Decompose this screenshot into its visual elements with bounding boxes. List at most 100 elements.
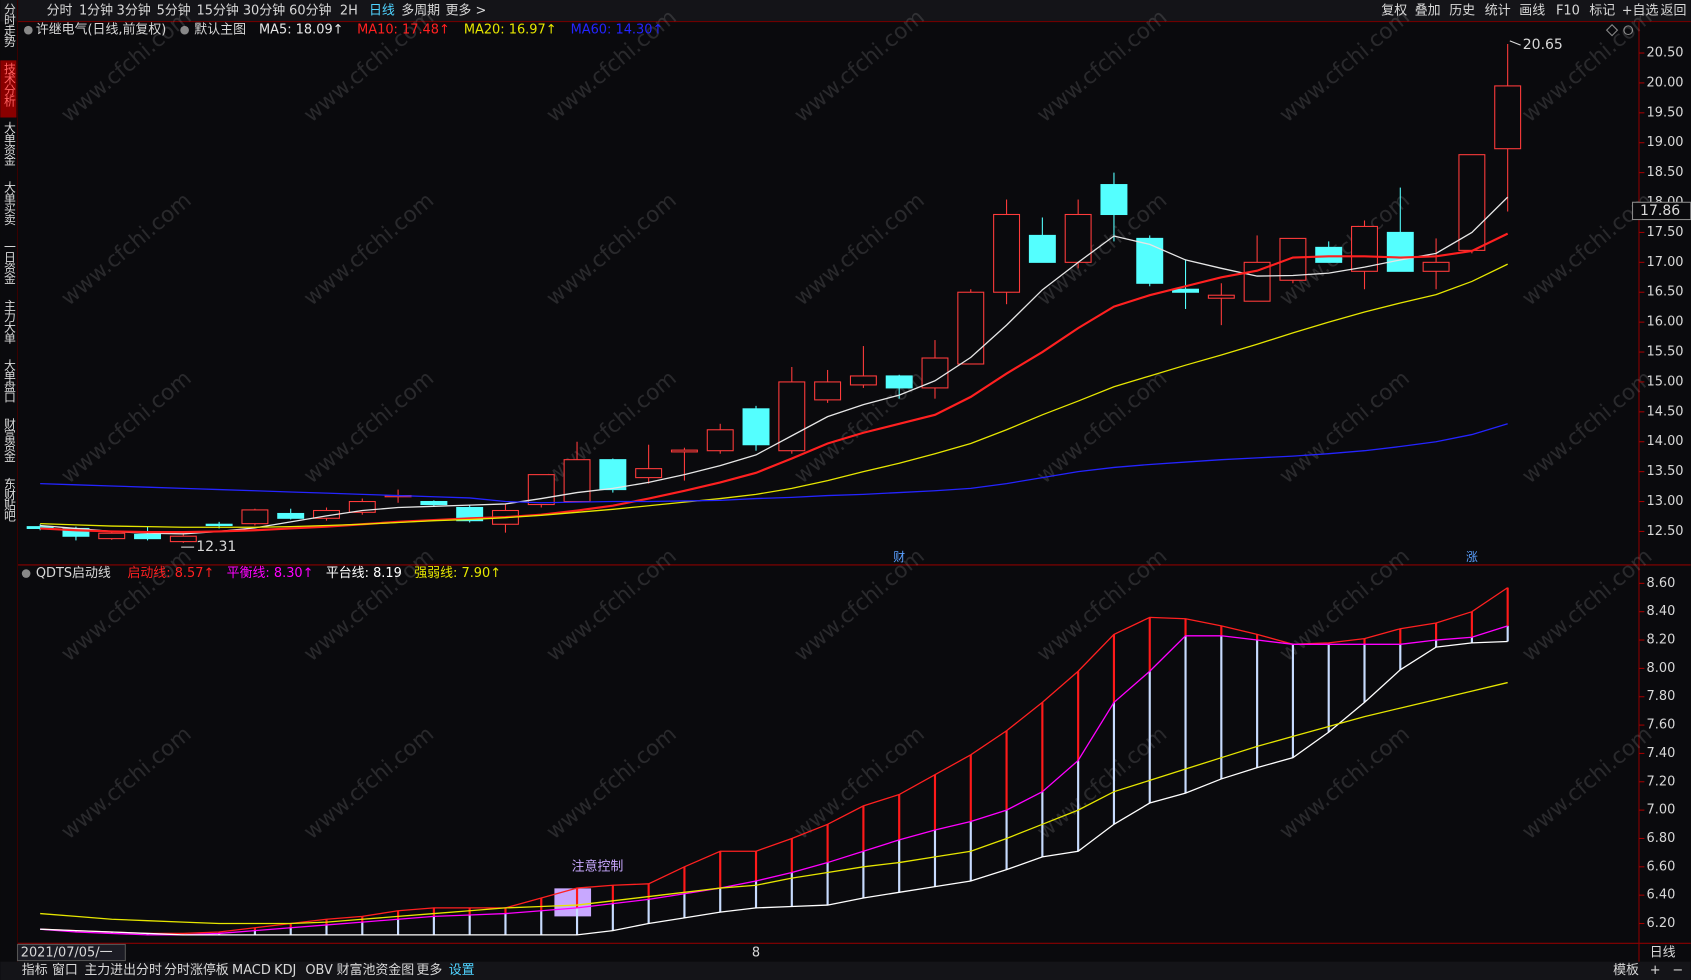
sidebar-item[interactable]: 大单买卖	[2, 181, 16, 226]
legend-entry: MA10: 17.48↑	[357, 23, 450, 38]
line	[40, 196, 1509, 535]
candle-body	[563, 459, 591, 503]
bottom-tab[interactable]: 指标	[22, 963, 48, 978]
tool-button[interactable]: +自选	[1622, 3, 1659, 18]
bottom-tab[interactable]: OBV	[305, 963, 333, 978]
high-arrow	[1509, 40, 1521, 46]
cursor-date-box	[16, 943, 126, 962]
tab[interactable]: 5分钟	[157, 2, 191, 18]
tab[interactable]: 2H	[340, 3, 358, 18]
zoom-out[interactable]: −	[1672, 963, 1683, 978]
y-tick-label: 14.00	[1647, 434, 1684, 449]
candle-body	[1207, 294, 1235, 299]
candle-body	[885, 375, 913, 389]
tab[interactable]: 1分钟	[79, 2, 113, 18]
tab[interactable]: 15分钟	[196, 2, 238, 18]
tool-button[interactable]: 画线	[1519, 3, 1545, 18]
bottom-tab[interactable]: 设置	[449, 963, 475, 978]
line	[40, 263, 1508, 528]
toolbar	[0, 0, 1691, 22]
y-tick-label: 16.00	[1647, 315, 1684, 330]
sidebar-item[interactable]: 大单资金	[2, 121, 16, 165]
bottom-tab[interactable]: 主力进出分时	[84, 963, 162, 978]
zoom-in[interactable]: +	[1650, 963, 1661, 978]
y-tick-label: 17.00	[1647, 255, 1684, 270]
tool-button[interactable]: 返回	[1661, 3, 1687, 18]
y-tick-label: 8.00	[1647, 661, 1676, 676]
chart-title: 许继电气(日线,前复权)	[36, 22, 167, 38]
candle-body	[1136, 237, 1164, 284]
line	[40, 640, 1508, 936]
period-label[interactable]: 日线	[1650, 946, 1676, 961]
y-tick-label: 19.00	[1647, 135, 1684, 150]
sidebar-item[interactable]: 技术分析	[2, 63, 16, 108]
legend-entry: MA20: 16.97↑	[464, 23, 557, 38]
line	[40, 681, 1508, 925]
x-tick-label: 2021/07/05/一	[21, 946, 113, 961]
tab[interactable]: 多周期	[401, 3, 440, 18]
chart-title: QDTS启动线	[36, 566, 111, 581]
bottom-tab[interactable]: KDJ	[274, 963, 296, 978]
sidebar-item[interactable]: 主力大单	[2, 299, 16, 344]
icon	[180, 25, 189, 35]
tool-button[interactable]: 历史	[1449, 3, 1475, 18]
candle-body	[1351, 225, 1378, 272]
candle-body	[742, 408, 770, 446]
y-tick-label: 15.50	[1647, 345, 1684, 360]
y-tick-label: 7.80	[1647, 689, 1676, 704]
candle-body	[1172, 288, 1200, 293]
candle-body	[1243, 261, 1271, 302]
candle-body	[241, 509, 269, 525]
tool-button[interactable]: 统计	[1485, 3, 1511, 18]
tab[interactable]: 更多 >	[446, 3, 487, 18]
sidebar-item[interactable]: 分时走势	[2, 3, 16, 47]
bottom-tab[interactable]: MACD	[232, 963, 271, 978]
sidebar-item[interactable]: 财富资金	[2, 418, 16, 462]
y-tick-label: 7.20	[1647, 774, 1676, 789]
candle-body	[1494, 85, 1522, 150]
legend-entry: 启动线: 8.57↑	[127, 566, 214, 581]
bottom-tab[interactable]: 财富池资金图	[337, 962, 415, 978]
y-tick-label: 6.20	[1647, 916, 1676, 931]
candle-body	[706, 429, 734, 452]
candle-body	[277, 512, 305, 519]
tool-button[interactable]: F10	[1556, 3, 1580, 18]
candle-body	[993, 213, 1021, 293]
sidebar-item[interactable]: 东财贴吧	[2, 478, 16, 522]
line	[40, 625, 1508, 936]
x-tick-label: 8	[752, 946, 760, 961]
candle-body	[849, 375, 877, 386]
y-tick-label: 14.50	[1647, 404, 1684, 419]
template-button[interactable]: 模板	[1613, 963, 1639, 978]
candle-body	[134, 533, 162, 540]
icon	[1623, 25, 1634, 36]
sidebar-item[interactable]: 大单盘口	[2, 358, 16, 402]
y-tick-label: 6.80	[1647, 831, 1676, 846]
line	[40, 423, 1508, 504]
tab[interactable]: 60分钟	[289, 2, 331, 18]
tab[interactable]: 30分钟	[243, 2, 285, 18]
y-tick-label: 7.00	[1647, 803, 1676, 818]
bottom-tab[interactable]: 更多	[416, 963, 442, 978]
y-tick-label: 6.40	[1647, 888, 1676, 903]
tool-button[interactable]: 复权	[1381, 2, 1407, 18]
y-tick-label: 17.50	[1647, 225, 1684, 240]
tab[interactable]: 日线	[369, 3, 395, 18]
tab[interactable]: 3分钟	[117, 2, 151, 18]
tab[interactable]: 分时	[47, 3, 73, 18]
y-tick-label: 7.40	[1647, 746, 1676, 761]
sidebar-item[interactable]: 一日资金	[2, 240, 16, 284]
bottom-tab[interactable]: 分时涨停板	[164, 962, 229, 978]
candle-body	[1279, 237, 1307, 281]
legend-entry: MA60: 14.30↑	[571, 23, 664, 38]
y-tick-label: 19.50	[1647, 105, 1684, 120]
y-tick-label: 16.50	[1647, 285, 1684, 300]
bottom-tab[interactable]: 窗口	[52, 962, 78, 978]
candle-body	[814, 381, 842, 401]
tool-button[interactable]: 标记	[1589, 3, 1615, 18]
legend-entry: 平台线: 8.19	[326, 566, 402, 581]
legend-entry: 强弱线: 7.90↑	[414, 566, 501, 581]
tool-button[interactable]: 叠加	[1415, 3, 1441, 18]
